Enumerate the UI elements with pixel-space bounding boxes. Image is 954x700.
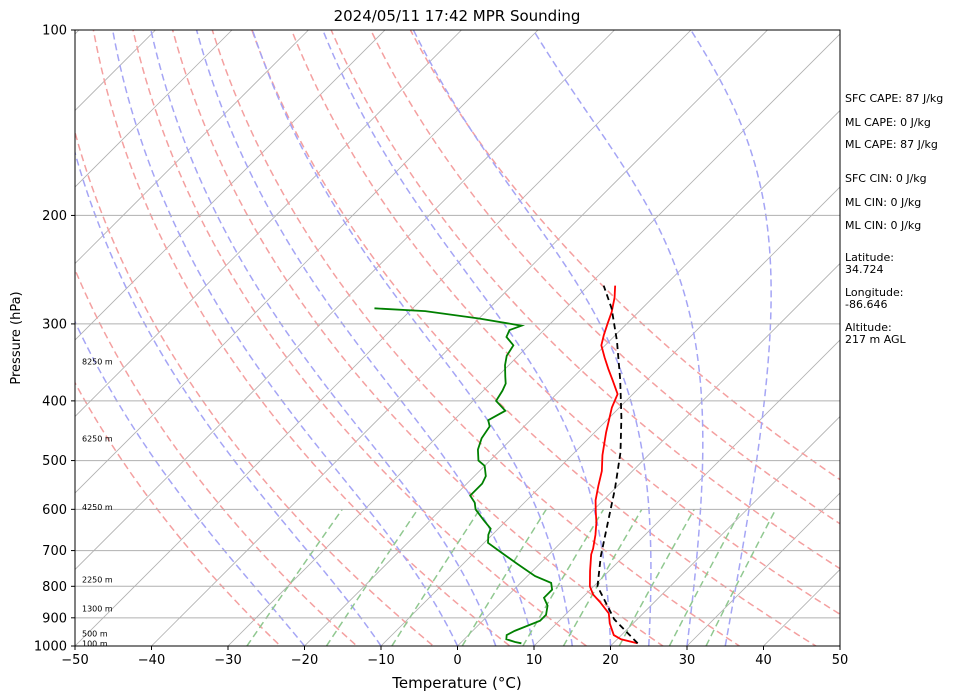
isotherm-line bbox=[533, 339, 840, 646]
info-panel-line: ML CAPE: 0 J/kg bbox=[845, 116, 931, 129]
background-lines bbox=[75, 30, 840, 646]
moist-adiabat-line bbox=[322, 30, 612, 646]
moist-adiabat-line bbox=[111, 30, 459, 646]
x-tick-label: 20 bbox=[602, 653, 619, 668]
x-tick-label: −20 bbox=[291, 653, 318, 668]
y-tick-label: 300 bbox=[42, 317, 67, 332]
isotherm-line bbox=[75, 30, 310, 265]
height-label: 500 m bbox=[82, 630, 108, 639]
info-panel-line: Altitude: bbox=[845, 321, 892, 334]
mixing-ratio-line bbox=[705, 508, 777, 646]
y-tick-label: 900 bbox=[42, 611, 67, 626]
info-panel-line: SFC CIN: 0 J/kg bbox=[845, 172, 927, 185]
isotherm-line bbox=[456, 262, 840, 646]
info-panel-line: ML CAPE: 87 J/kg bbox=[845, 138, 938, 151]
moist-adiabat-line bbox=[412, 30, 652, 646]
dewpoint-line bbox=[374, 307, 554, 645]
x-tick-label: −50 bbox=[61, 653, 88, 668]
x-tick-label: 10 bbox=[526, 653, 543, 668]
x-tick-label: 30 bbox=[679, 653, 696, 668]
chart-title: 2024/05/11 17:42 MPR Sounding bbox=[334, 7, 581, 25]
info-panel-line: Longitude: bbox=[845, 286, 903, 299]
isotherm-line bbox=[150, 30, 769, 646]
x-axis-label: Temperature (°C) bbox=[391, 674, 521, 692]
dry-adiabat-line bbox=[75, 381, 282, 646]
mixing-ratio-line bbox=[522, 508, 605, 646]
mixing-ratio-line bbox=[668, 508, 742, 646]
y-tick-label: 400 bbox=[42, 394, 67, 409]
info-panel-line: 34.724 bbox=[845, 263, 884, 276]
x-tick-label: 50 bbox=[832, 653, 849, 668]
x-tick-label: 0 bbox=[453, 653, 461, 668]
x-tick-label: −30 bbox=[214, 653, 241, 668]
y-tick-label: 100 bbox=[42, 24, 67, 39]
dry-adiabat-line bbox=[171, 30, 665, 646]
y-tick-label: 200 bbox=[42, 209, 67, 224]
isotherm-line bbox=[75, 30, 157, 112]
moist-adiabat-line bbox=[75, 320, 306, 646]
y-tick-label: 500 bbox=[42, 454, 67, 469]
dry-adiabat-line bbox=[409, 30, 840, 481]
isotherm-line bbox=[303, 109, 840, 646]
sounding-series bbox=[374, 285, 639, 645]
y-tick-label: 800 bbox=[42, 580, 67, 595]
info-panel-line: ML CIN: 0 J/kg bbox=[845, 219, 921, 232]
height-label: 2250 m bbox=[82, 576, 113, 585]
dry-adiabat-line bbox=[211, 30, 741, 646]
isotherm-line bbox=[75, 30, 233, 188]
dry-adiabat-line bbox=[132, 30, 588, 646]
mixing-ratio-line bbox=[391, 508, 481, 646]
height-label: 8250 m bbox=[82, 357, 113, 366]
height-label: 4250 m bbox=[82, 503, 113, 512]
info-panel-line: 217 m AGL bbox=[845, 333, 907, 346]
isotherm-line bbox=[75, 30, 539, 494]
y-tick-label: 1000 bbox=[34, 640, 67, 655]
dry-adiabat-line bbox=[75, 129, 435, 646]
isotherm-line bbox=[75, 30, 616, 571]
isotherm-line bbox=[686, 492, 840, 646]
height-label: 100 m bbox=[82, 639, 108, 648]
parcel-path-line bbox=[596, 285, 639, 644]
moist-adiabat-line bbox=[75, 150, 382, 646]
x-tick-label: −40 bbox=[138, 653, 165, 668]
info-panel-line: Latitude: bbox=[845, 251, 894, 264]
info-panel-line: SFC CAPE: 87 J/kg bbox=[845, 92, 943, 105]
x-tick-label: 40 bbox=[755, 653, 772, 668]
axis-ticks: −50 −40 −30 −20 −10 0 10 20 30 40 50 100 200 300 400 50… bbox=[34, 24, 848, 669]
mixing-ratio-line bbox=[461, 508, 547, 646]
temperature-line bbox=[588, 285, 638, 645]
moist-adiabat-line bbox=[532, 30, 704, 646]
isotherm-line bbox=[227, 33, 840, 646]
info-panel-line: -86.646 bbox=[845, 298, 887, 311]
dry-adiabat-line bbox=[330, 30, 840, 570]
y-tick-label: 600 bbox=[42, 503, 67, 518]
x-tick-label: −10 bbox=[367, 653, 394, 668]
isotherm-line bbox=[609, 415, 840, 646]
y-axis-label: Pressure (hPa) bbox=[9, 291, 24, 384]
info-panel-line: ML CIN: 0 J/kg bbox=[845, 196, 921, 209]
dry-adiabat-line bbox=[92, 30, 512, 646]
moist-adiabat-line bbox=[150, 30, 497, 646]
dry-adiabat-line bbox=[251, 30, 818, 646]
height-label: 6250 m bbox=[82, 434, 113, 443]
y-tick-label: 700 bbox=[42, 544, 67, 559]
dry-adiabat-line bbox=[290, 30, 840, 616]
isotherm-line bbox=[380, 186, 840, 646]
moist-adiabat-line bbox=[195, 30, 535, 646]
moist-adiabat-line bbox=[251, 30, 573, 646]
mixing-ratio-line bbox=[246, 508, 343, 646]
dry-adiabat-line bbox=[369, 30, 840, 525]
moist-adiabat-line bbox=[690, 30, 772, 646]
height-label: 1300 m bbox=[82, 605, 113, 614]
info-panel: SFC CAPE: 87 J/kg ML CAPE: 0 J/kg ML CAPE:… bbox=[845, 92, 943, 346]
plot-frame bbox=[74, 29, 841, 647]
